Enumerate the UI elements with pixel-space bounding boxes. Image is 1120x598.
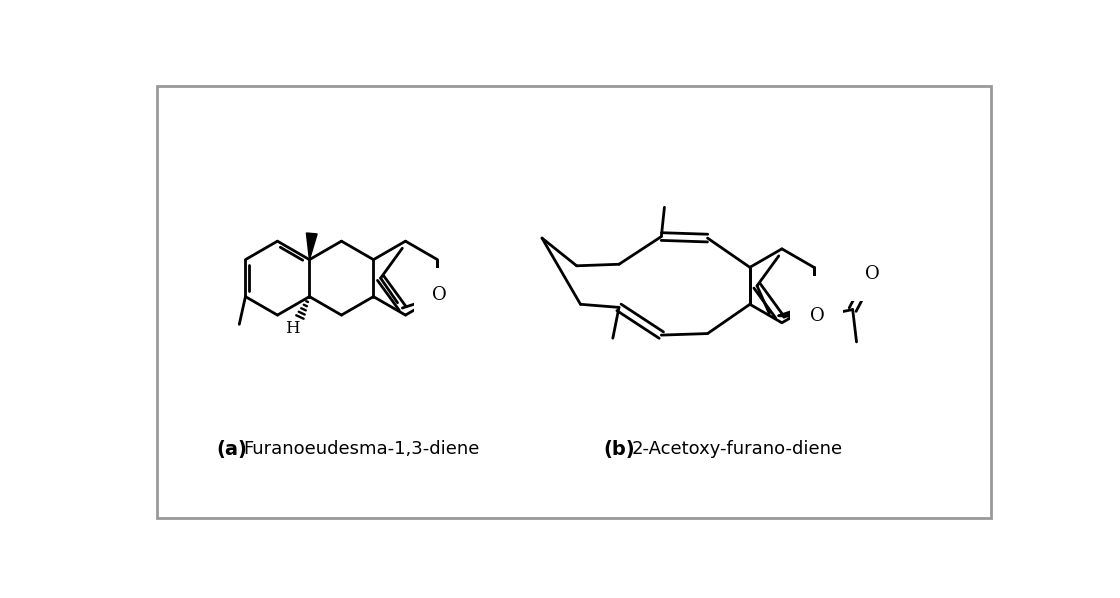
Polygon shape (307, 233, 317, 260)
Text: O: O (866, 265, 880, 283)
FancyBboxPatch shape (157, 86, 991, 518)
Text: (a): (a) (217, 440, 248, 459)
Text: (b): (b) (604, 440, 635, 459)
Text: H: H (286, 321, 300, 337)
Text: Furanoeudesma-1,3-diene: Furanoeudesma-1,3-diene (243, 440, 479, 458)
Text: O: O (431, 286, 447, 304)
Text: O: O (808, 294, 823, 312)
Text: 2-Acetoxy-furano-diene: 2-Acetoxy-furano-diene (632, 440, 843, 458)
Text: O: O (810, 307, 824, 325)
